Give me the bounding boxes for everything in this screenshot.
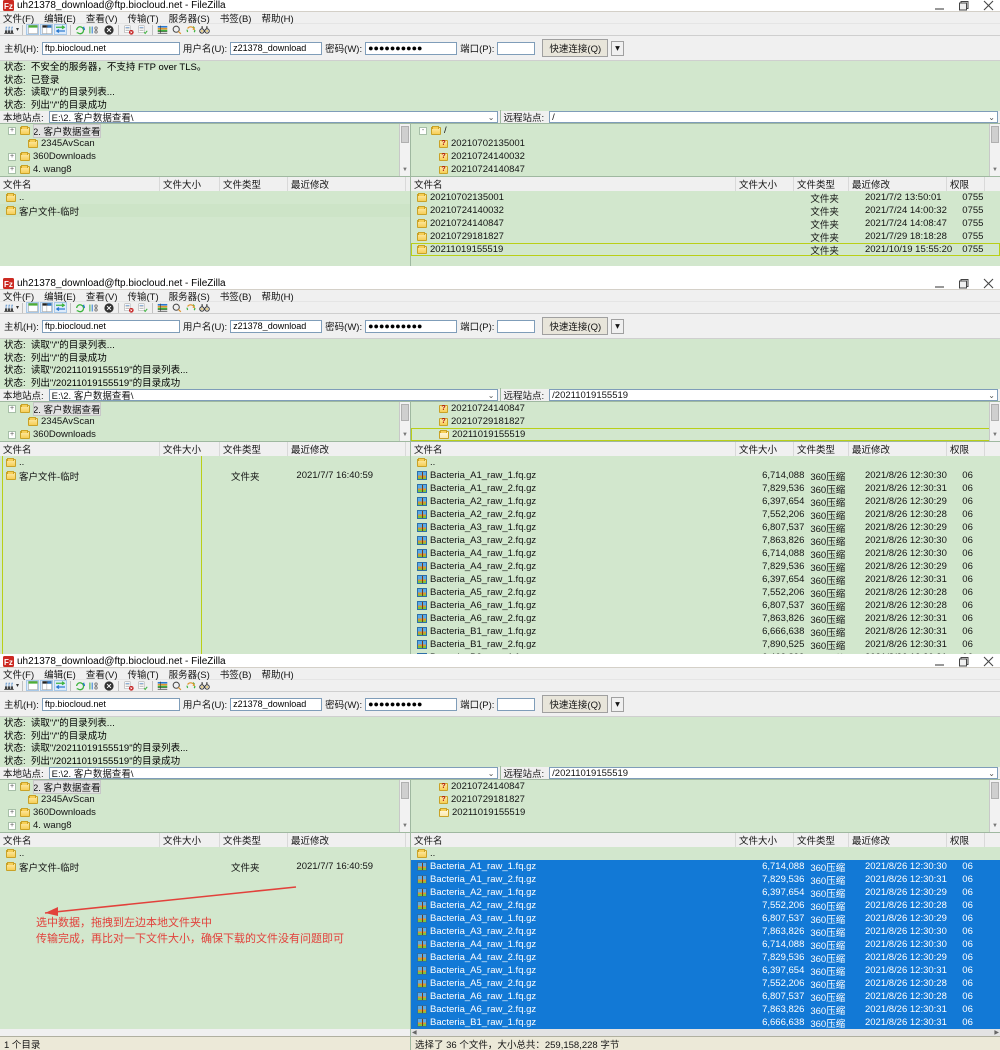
svg-text:Fz: Fz (4, 658, 13, 667)
svg-text:Fz: Fz (4, 2, 13, 11)
svg-text:Fz: Fz (4, 280, 13, 289)
